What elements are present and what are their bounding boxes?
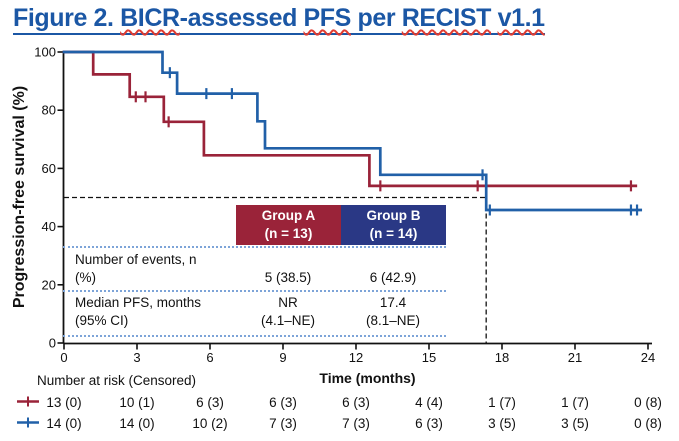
x-tick-label: 12 — [349, 350, 363, 365]
title-text-spellcheck: v1.1 — [497, 4, 545, 32]
title-text-spellcheck: BICR — [120, 4, 180, 32]
x-tick-label: 21 — [568, 350, 582, 365]
stats-row-events-label: Number of events, n — [75, 252, 197, 267]
median-value-group-b: 17.4 — [379, 295, 407, 310]
at-risk-value: 10 (2) — [192, 416, 227, 431]
median-ci-group-b: (8.1–NE) — [365, 313, 421, 328]
x-tick-label: 0 — [60, 350, 67, 365]
group-b-n: (n = 14) — [369, 226, 418, 241]
title-text: Figure 2. — [13, 4, 121, 32]
stats-table-header-group-b: Group B (n = 14) — [341, 205, 446, 245]
dotted-separator — [63, 290, 446, 292]
at-risk-value: 3 (5) — [561, 416, 589, 431]
title-text: per — [350, 4, 402, 32]
at-risk-value: 0 (8) — [634, 395, 662, 410]
y-tick-label: 0 — [49, 336, 56, 351]
group-b-name: Group B — [366, 208, 421, 223]
dotted-separator — [63, 246, 446, 248]
at-risk-value: 6 (3) — [342, 395, 370, 410]
y-axis-title: Progression-free survival (%) — [11, 85, 28, 309]
group-a-n: (n = 13) — [264, 226, 313, 241]
x-tick-label: 3 — [133, 350, 140, 365]
at-risk-header: Number at risk (Censored) — [37, 373, 197, 388]
km-curve-group-b — [62, 50, 643, 212]
figure-title: Figure 2. BICR-assessed PFS per RECIST v… — [13, 4, 545, 35]
stats-table-header-group-a: Group A (n = 13) — [236, 205, 341, 245]
y-tick-label: 80 — [42, 103, 56, 118]
y-tick-label: 20 — [42, 277, 56, 292]
stats-row-events-label-2: (%) — [75, 270, 96, 285]
group-a-name: Group A — [261, 208, 316, 223]
median-value-group-a: NR — [278, 295, 298, 310]
median-ci-group-a: (4.1–NE) — [260, 313, 316, 328]
y-tick-label: 60 — [42, 161, 56, 176]
x-tick-label: 24 — [641, 350, 655, 365]
at-risk-value: 7 (3) — [269, 416, 297, 431]
x-tick-label: 9 — [279, 350, 286, 365]
y-tick-label: 100 — [34, 45, 56, 60]
km-curve-group-a — [62, 50, 638, 188]
stats-row-median-label-2: (95% CI) — [75, 313, 129, 328]
at-risk-value: 4 (4) — [415, 395, 443, 410]
title-text-spellcheck: PFS — [303, 4, 352, 32]
stats-row-median-label: Median PFS, months — [75, 295, 202, 310]
x-tick-label: 18 — [495, 350, 509, 365]
at-risk-value: 7 (3) — [342, 416, 370, 431]
at-risk-value: 10 (1) — [119, 395, 154, 410]
at-risk-value: 1 (7) — [561, 395, 589, 410]
at-risk-value: 0 (8) — [634, 416, 662, 431]
events-value-group-b: 6 (42.9) — [369, 270, 417, 285]
at-risk-value: 6 (3) — [415, 416, 443, 431]
at-risk-value: 13 (0) — [46, 395, 81, 410]
at-risk-value: 3 (5) — [488, 416, 516, 431]
at-risk-value: 1 (7) — [488, 395, 516, 410]
at-risk-value: 6 (3) — [269, 395, 297, 410]
at-risk-value: 6 (3) — [196, 395, 224, 410]
title-text-spellcheck: RECIST — [401, 4, 492, 32]
x-tick-label: 6 — [206, 350, 213, 365]
events-value-group-a: 5 (38.5) — [264, 270, 312, 285]
at-risk-value: 14 (0) — [46, 416, 81, 431]
x-tick-label: 15 — [422, 350, 436, 365]
dotted-separator — [63, 335, 446, 337]
x-axis-title: Time (months) — [319, 370, 416, 386]
y-tick-label: 40 — [42, 219, 56, 234]
title-text: -assessed — [179, 4, 304, 32]
at-risk-value: 14 (0) — [119, 416, 154, 431]
